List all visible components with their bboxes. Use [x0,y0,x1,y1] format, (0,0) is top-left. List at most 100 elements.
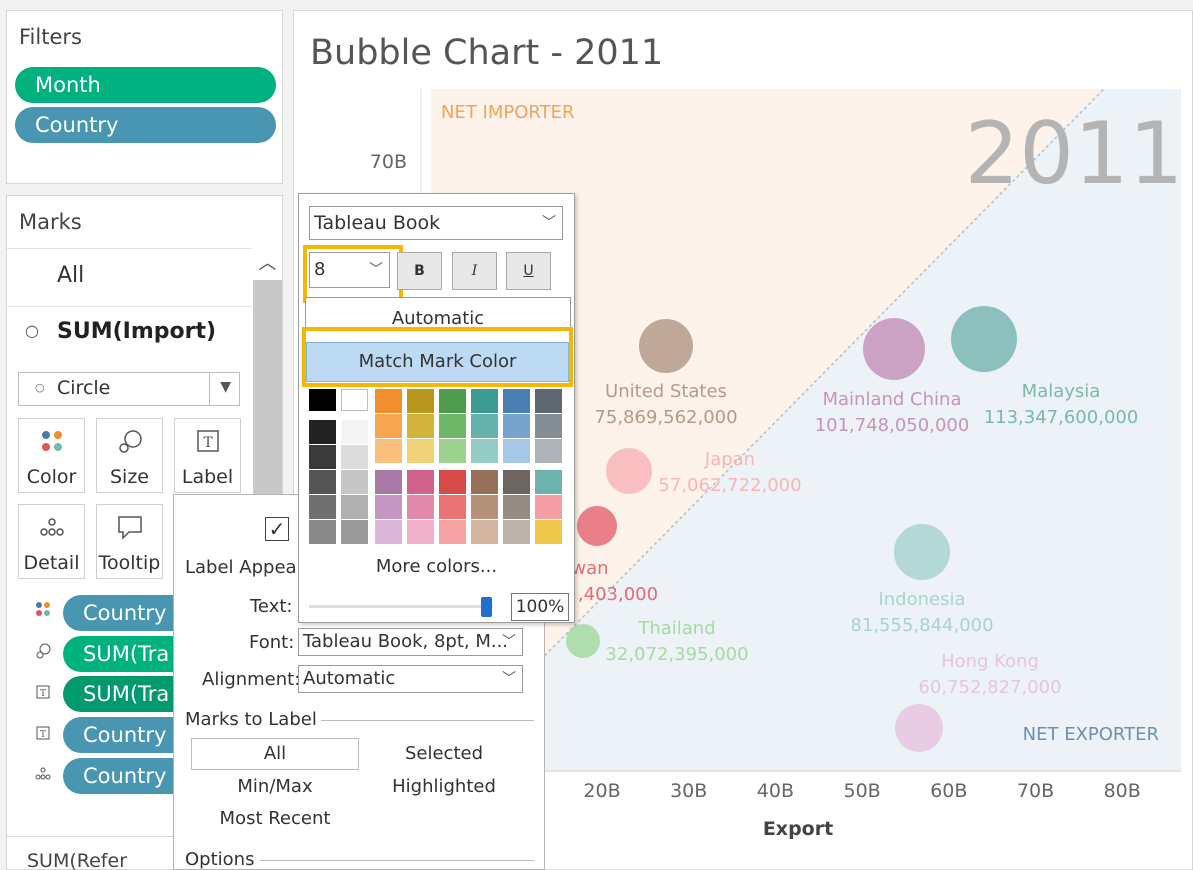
color-swatch-gray[interactable] [309,445,336,469]
color-swatch[interactable] [503,520,530,544]
shelf-pill-sum-size[interactable]: SUM(Tra [63,636,193,672]
color-swatch[interactable] [407,414,434,438]
color-swatch[interactable] [503,439,530,463]
marks-to-label-minmax[interactable]: Min/Max [237,776,313,797]
color-swatch[interactable] [439,470,466,494]
marks-to-label-most-recent[interactable]: Most Recent [219,808,331,829]
x-tick-label: 40B [757,780,794,802]
color-swatch[interactable] [375,470,402,494]
color-swatch[interactable] [535,389,562,413]
bubble-malaysia[interactable] [951,306,1017,372]
color-swatch[interactable] [503,495,530,519]
automatic-color-option[interactable]: Automatic [305,297,571,331]
color-swatch-gray[interactable] [309,495,336,519]
more-colors-link[interactable]: More colors... [375,556,498,577]
shelf-pill-country-label[interactable]: Country [63,717,193,753]
mark-type-dropdown[interactable]: ○ Circle ▼ [18,372,240,406]
color-swatch[interactable] [503,389,530,413]
color-swatch-gray[interactable] [341,520,368,544]
bubble-indonesia[interactable] [894,524,950,580]
alignment-dropdown[interactable]: Automatic ﹀ [298,665,523,693]
x-tick-label: 20B [583,780,620,802]
color-swatch[interactable] [439,520,466,544]
size-button-label: Size [109,466,149,488]
shelf-pill-country-color[interactable]: Country [63,595,193,631]
match-mark-color-option[interactable]: Match Mark Color [306,342,569,382]
color-swatch[interactable] [375,414,402,438]
font-dropdown[interactable]: Tableau Book, 8pt, M... ﹀ [298,628,523,656]
label-button[interactable]: T Label [174,418,241,493]
color-swatch[interactable] [407,439,434,463]
bubble-taiwan[interactable] [577,506,617,546]
color-swatch[interactable] [535,520,562,544]
color-swatch[interactable] [439,389,466,413]
italic-button[interactable]: I [452,252,497,290]
color-swatch[interactable] [471,495,498,519]
color-swatch-gray[interactable] [341,420,368,444]
color-swatch-gray[interactable] [341,445,368,469]
color-swatch[interactable] [471,520,498,544]
color-swatch[interactable] [535,439,562,463]
detail-button[interactable]: Detail [18,504,85,579]
bubble-thailand[interactable] [566,624,600,658]
marks-tab-all[interactable]: All [7,248,252,306]
color-swatch[interactable] [375,439,402,463]
color-swatch[interactable] [503,414,530,438]
marks-to-label-highlighted[interactable]: Highlighted [392,776,496,797]
color-swatch[interactable] [375,495,402,519]
opacity-slider-track[interactable] [309,605,493,608]
font-size-dropdown[interactable]: 8 ﹀ [309,252,390,288]
show-labels-checkbox[interactable]: ✓ [265,517,289,541]
chevron-up-icon[interactable]: ︿ [253,248,282,280]
bubble-mainland-china[interactable] [863,318,925,380]
font-family-dropdown[interactable]: Tableau Book ﹀ [309,206,563,240]
reference-pill[interactable]: SUM(Refer [27,850,128,870]
bubble-japan[interactable] [606,448,652,494]
color-swatch[interactable] [471,470,498,494]
bold-button[interactable]: B [397,252,442,290]
shelf-pill-country-detail[interactable]: Country [63,758,193,794]
color-swatch-white[interactable] [341,389,368,411]
x-tick-label: 80B [1104,780,1141,802]
bubble-hong-kong[interactable] [895,704,943,752]
color-swatch[interactable] [407,520,434,544]
marks-to-label-selected[interactable]: Selected [404,743,484,764]
filters-title: Filters [19,25,82,49]
color-swatch[interactable] [535,470,562,494]
color-swatch[interactable] [439,439,466,463]
color-swatch-gray[interactable] [341,495,368,519]
color-swatch[interactable] [407,470,434,494]
color-swatch[interactable] [439,414,466,438]
color-swatch-gray[interactable] [309,420,336,444]
bubble-value-label: 57,062,722,000 [658,475,801,496]
opacity-value-field[interactable]: 100% [511,593,569,621]
filter-pill-month[interactable]: Month [15,67,276,103]
size-button[interactable]: Size [96,418,163,493]
color-swatch[interactable] [407,495,434,519]
color-swatch[interactable] [535,495,562,519]
color-swatch-black[interactable] [309,389,336,411]
marks-tab-measure[interactable]: ○ SUM(Import) [7,306,252,362]
color-swatch[interactable] [535,414,562,438]
color-swatch-gray[interactable] [341,470,368,494]
color-swatch[interactable] [471,439,498,463]
filter-pill-country[interactable]: Country [15,107,276,143]
marks-to-label-all[interactable]: All [191,738,359,770]
color-swatch[interactable] [407,389,434,413]
color-swatch[interactable] [375,520,402,544]
bubble-value-label: 32,072,395,000 [605,644,748,665]
options-heading: Options [185,849,255,870]
underline-button[interactable]: U [506,252,551,290]
color-swatch-gray[interactable] [309,470,336,494]
opacity-slider-handle[interactable] [481,597,492,617]
bubble-united-states[interactable] [639,319,693,373]
color-swatch[interactable] [471,414,498,438]
color-swatch[interactable] [439,495,466,519]
shelf-pill-sum-label[interactable]: SUM(Tra [63,676,193,712]
color-swatch[interactable] [503,470,530,494]
color-swatch[interactable] [471,389,498,413]
color-button[interactable]: Color [18,418,85,493]
color-swatch-gray[interactable] [309,520,336,544]
tooltip-button[interactable]: Tooltip [96,504,163,579]
color-swatch[interactable] [375,389,402,413]
